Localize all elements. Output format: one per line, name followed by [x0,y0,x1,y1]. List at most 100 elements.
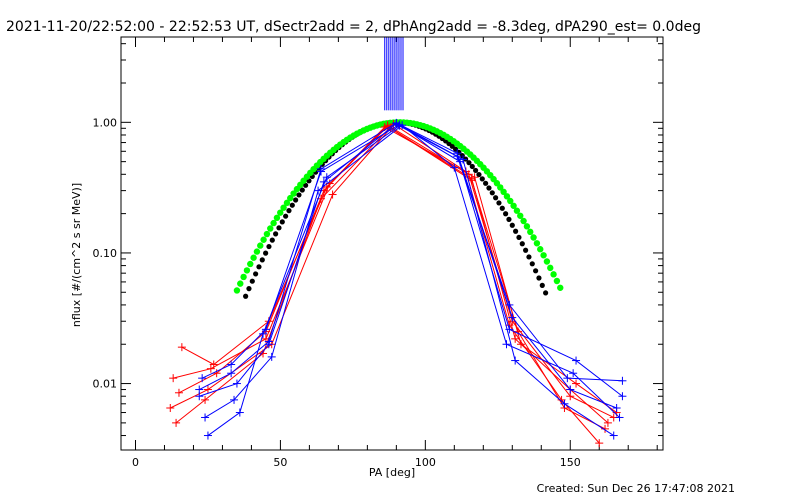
plus-marker [467,174,476,183]
fit-point [523,247,529,253]
y-tick-label: 0.01 [93,378,118,391]
fit-point [233,287,241,294]
plus-marker [601,424,610,433]
fit-point [557,284,564,291]
plus-marker [459,155,468,164]
fit-point [270,219,277,227]
plus-marker [505,325,514,334]
fit-point [293,197,299,203]
plus-marker [172,418,181,427]
fit-point [273,214,281,222]
fit-point [259,257,265,263]
fit-point [243,293,249,299]
plus-marker [563,374,572,383]
plus-marker [169,374,178,383]
fit-point [533,268,539,274]
fit-point [516,234,522,241]
plus-marker [195,392,204,401]
fit-point [253,271,259,277]
x-axis-label: PA [deg] [369,466,415,479]
fit-point [303,182,309,188]
plus-marker [508,313,517,322]
plus-marker [267,352,276,361]
plus-marker [206,364,215,373]
fit-point [247,260,254,268]
tick-labels: 0 50 100 150 0.01 0.10 1.00 [93,116,581,469]
fit-point [279,219,285,225]
y-tick-label: 0.10 [93,247,118,260]
plus-marker [227,360,236,369]
fit-point [530,234,537,241]
plus-marker [259,329,268,338]
fit-point [517,212,524,219]
plus-marker [612,403,621,412]
fit-point [263,250,269,256]
series-red-5 [169,122,612,427]
fit-point [527,228,534,236]
fit-point [543,258,551,265]
plus-marker [618,392,627,401]
fit-point [523,223,531,230]
plus-marker [201,413,210,422]
plus-marker [195,385,204,394]
fit-point [509,222,515,228]
plus-marker [322,173,331,182]
fit-point [246,286,252,292]
plus-marker [572,356,581,365]
plus-marker [453,149,462,158]
series-blue-10 [195,118,627,401]
axis-ticks [121,37,663,450]
fit-curve-black [243,119,549,299]
fit-point [483,180,489,186]
fit-point [513,228,519,234]
fit-curve-green [233,119,564,294]
series-blue-6 [198,120,627,385]
fit-point [296,192,302,198]
fit-point [263,230,271,238]
chart-title: 2021-11-20/22:52:00 - 22:52:53 UT, dSect… [6,19,701,35]
fit-point [547,264,554,272]
fit-point [540,252,547,259]
plus-marker [511,356,520,365]
x-tick-label: 0 [132,456,139,469]
x-tick-label: 50 [273,456,287,469]
plot-frame [120,36,664,451]
series-red-4 [172,120,604,448]
fit-point [243,267,251,274]
plus-marker [595,439,604,448]
fit-point [479,176,485,182]
series-red-2 [166,124,610,433]
fit-point [290,190,297,197]
fit-point [529,261,535,267]
plus-marker [177,343,186,352]
fit-point [493,195,499,201]
plus-marker [603,418,612,427]
fit-point [497,184,504,191]
plus-marker [203,385,212,394]
spike-lines [384,37,404,111]
plus-marker [314,186,323,195]
plus-marker [212,369,221,378]
plus-marker [615,413,624,422]
fit-point [280,204,287,211]
plus-marker [198,374,207,383]
fit-point [526,254,532,260]
fit-point [286,208,292,214]
fit-point [520,217,527,225]
plus-marker [230,395,239,404]
plus-marker [560,399,569,408]
fit-point [496,200,502,206]
fit-point [507,197,514,205]
fit-point [503,193,511,200]
fit-point [466,160,472,166]
plot-area [166,37,627,448]
fit-point [486,185,492,191]
fit-point [273,231,279,237]
fit-point [267,225,274,232]
fit-point [287,194,294,202]
fit-point [499,205,505,211]
fit-point [503,211,509,217]
fit-point [489,190,495,196]
plus-marker [316,164,325,173]
fit-point [543,290,549,296]
